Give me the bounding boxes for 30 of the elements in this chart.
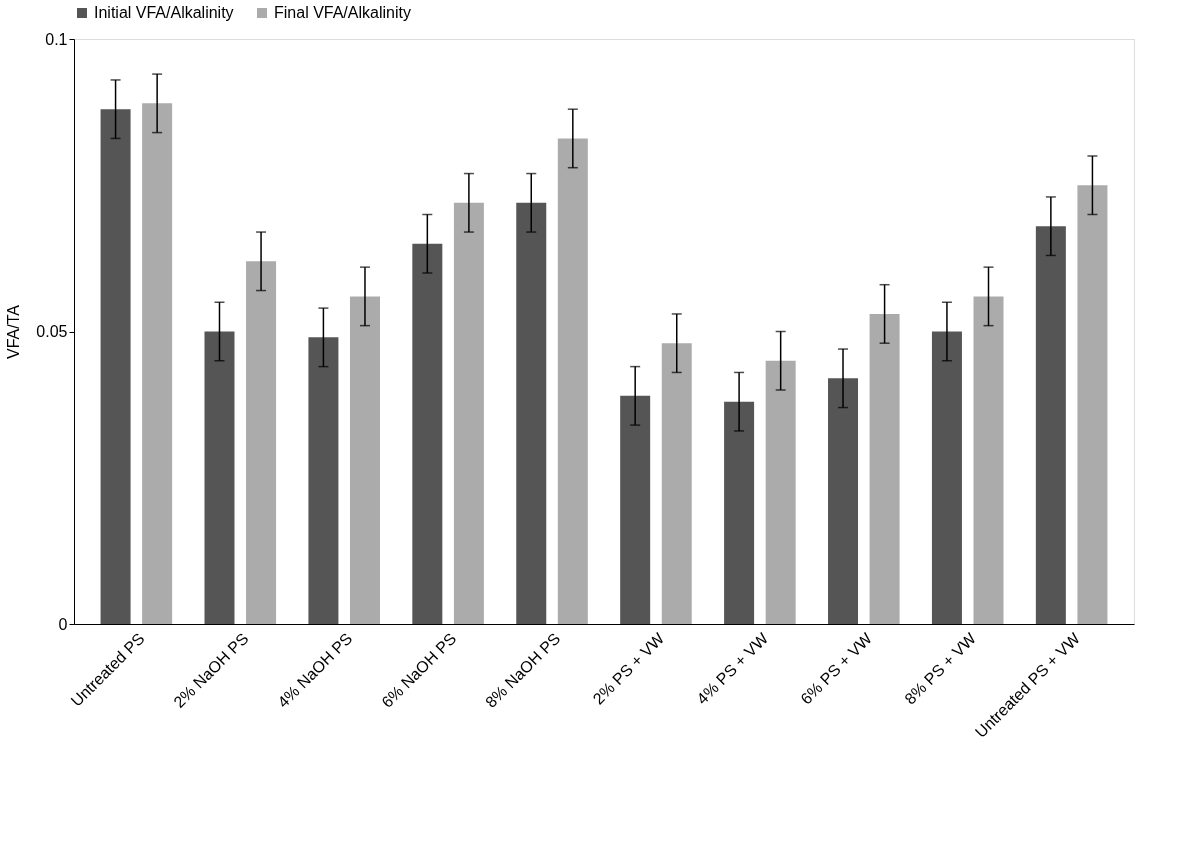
- bar: [516, 202, 547, 624]
- bar: [765, 360, 796, 624]
- y-tick-label: 0.05: [36, 323, 68, 340]
- y-tick-label: 0.1: [45, 30, 68, 48]
- bar: [661, 343, 692, 624]
- bar: [204, 331, 235, 624]
- legend-label: Final VFA/Alkalinity: [274, 4, 411, 21]
- bar: [142, 103, 173, 624]
- x-tick-label: 6% PS + VW: [797, 629, 876, 708]
- bar: [828, 378, 859, 624]
- bar: [973, 296, 1004, 624]
- x-tick-label: 4% PS + VW: [693, 629, 772, 708]
- y-tick-label: 0: [58, 615, 68, 633]
- bar: [869, 313, 900, 624]
- bar: [308, 337, 339, 624]
- y-axis-title: VFA/TA: [5, 304, 23, 359]
- bar: [1077, 185, 1108, 624]
- bar: [100, 109, 131, 624]
- x-tick-label: 8% PS + VW: [901, 629, 980, 708]
- bar: [412, 243, 443, 624]
- bar: [453, 202, 484, 624]
- x-tick-label: 2% PS + VW: [589, 629, 668, 708]
- bar: [246, 261, 277, 624]
- bar: [724, 401, 755, 624]
- bar: [620, 395, 651, 624]
- legend-label: Initial VFA/Alkalinity: [94, 4, 234, 21]
- bar: [1035, 226, 1066, 624]
- bar: [931, 331, 962, 624]
- bar: [349, 296, 380, 624]
- bar: [557, 138, 588, 624]
